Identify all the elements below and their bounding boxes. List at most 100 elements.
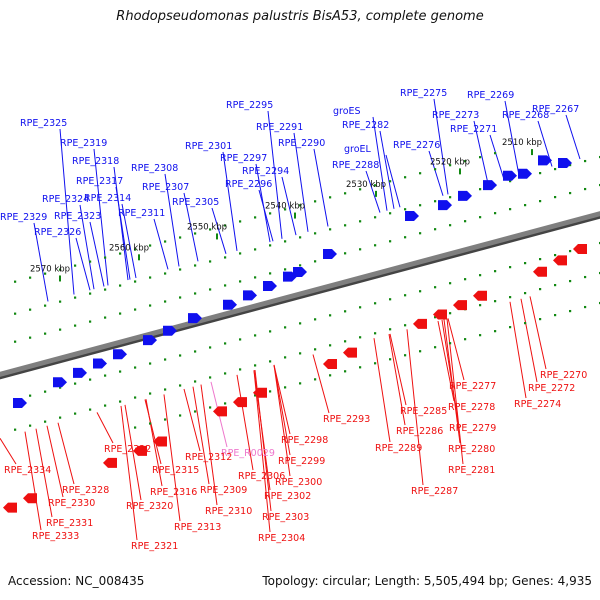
guide-dot [344,192,347,195]
guide-dot [104,288,107,291]
gene-label: RPE_2297 [220,153,267,164]
guide-dot [554,253,557,257]
guide-dot [374,362,377,365]
leader-line [89,221,105,287]
guide-dot [284,268,287,271]
guide-dot [449,164,452,167]
leader-line [312,354,330,414]
gene-label: RPE_2321 [131,541,178,552]
guide-dot [224,284,227,287]
gene-label: RPE_2319 [60,138,107,149]
guide-dot [269,272,272,275]
forward-gene [223,299,237,310]
leader-line [489,134,505,180]
guide-dot [479,216,482,219]
guide-dot [389,358,392,361]
gene-label: RPE_2303 [262,512,309,523]
guide-dot [134,366,137,369]
leader-line [120,405,138,541]
guide-dot [419,172,422,175]
guide-dot [194,232,197,235]
guide-dot [194,410,197,413]
guide-dot [434,346,437,349]
guide-dot [509,208,512,211]
guide-dot [374,216,377,219]
guide-dot [584,159,587,163]
guide-dot [134,308,137,311]
guide-dot [569,279,572,283]
guide-dot [389,212,392,215]
guide-dot [539,200,542,203]
guide-dot [584,305,587,309]
guide-dot [359,336,362,339]
guide-dot [434,286,437,289]
guide-dot [314,348,317,351]
gene-label: RPE_2320 [126,501,173,512]
guide-dot [104,256,107,259]
gene-label: RPE_2278 [448,402,495,413]
ruler-label: 2560 kbp [109,243,149,253]
forward-gene [558,158,572,169]
guide-dot [29,308,32,311]
guide-dot [359,188,362,191]
leader-line [433,98,449,195]
guide-dot [569,191,572,195]
guide-dot [209,228,212,231]
guide-dot [209,260,212,263]
guide-dot [554,167,557,171]
guide-dot [509,326,512,329]
leader-line [121,203,137,279]
guide-dot [224,402,227,405]
reverse-gene [133,445,147,456]
reverse-gene [413,318,427,329]
track-guide-dots [14,152,600,431]
leader-line [164,173,180,267]
guide-dot [164,272,167,275]
guide-dot [554,313,557,317]
guide-dot [254,334,257,337]
guide-dot [179,384,182,387]
reverse-gene [473,290,487,301]
guide-dot [329,344,332,347]
guide-dot [134,396,137,399]
guide-dot [404,176,407,179]
guide-dot [179,236,182,239]
gene-label: RPE_2273 [432,110,479,121]
guide-dot [164,240,167,243]
leader-line [389,333,407,406]
forward-gene [113,349,127,360]
reverse-gene [153,436,167,447]
guide-dot [434,316,437,319]
gene-label: RPE_2294 [242,166,289,177]
ruler-label: 2570 kbp [30,264,70,274]
guide-dot [44,272,47,275]
gene-label: groEL [344,144,372,155]
gene-label: RPE_2329 [0,212,47,223]
gene-label: RPE_2301 [185,141,232,152]
guide-dot [374,332,377,335]
leader-line [46,425,64,498]
leader-line [379,130,395,209]
guide-dot [269,212,272,215]
guide-dot [74,412,77,415]
gene-label: RPE_2307 [142,182,189,193]
gene-label: RPE_2293 [323,414,370,425]
map-title: Rhodopseudomonas palustris BisA53, compl… [116,9,484,24]
guide-dot [209,406,212,409]
forward-gene [73,367,87,378]
guide-dot [494,212,497,215]
guide-dot [374,184,377,187]
guide-dot [419,290,422,293]
gene-label: RPE_2308 [131,163,178,174]
guide-dot [14,312,17,315]
guide-dot [254,248,257,251]
gene-label: RPE_2298 [281,435,328,446]
guide-dot [44,332,47,335]
guide-dot [254,276,257,279]
gene-label: RPE_2271 [450,124,497,135]
guide-dot [269,330,272,333]
gene-label: RPE_2291 [256,122,303,133]
guide-dot [254,364,257,367]
gene-label: RPE_2331 [46,518,93,529]
